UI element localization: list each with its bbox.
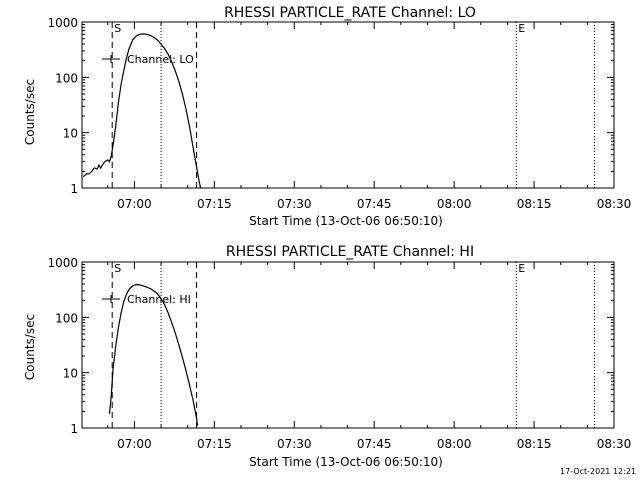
x-tick-label: 08:30 bbox=[597, 437, 632, 451]
x-tick-label: 08:15 bbox=[517, 437, 552, 451]
plot-area: 07:00 07:15 07:30 07:45 08:00 08:15 08:30 1 10 10… bbox=[47, 256, 631, 451]
x-tick-label: 08:00 bbox=[437, 437, 472, 451]
y-tick-label: 10 bbox=[63, 127, 78, 141]
time-marker-label: S bbox=[114, 22, 121, 35]
x-tick-label: 07:00 bbox=[117, 197, 152, 211]
y-axis-label: Counts/sec bbox=[23, 314, 37, 380]
y-tick-label: 1 bbox=[70, 422, 78, 436]
y-tick-label: 100 bbox=[55, 311, 78, 325]
time-marker-label: E bbox=[518, 262, 525, 275]
x-tick-label: 07:30 bbox=[277, 197, 312, 211]
chart-panel-lo: RHESSI PARTICLE_RATE Channel: LO Counts/… bbox=[23, 5, 631, 228]
x-axis-label: Start Time (13-Oct-06 06:50:10) bbox=[249, 214, 443, 228]
x-tick-label: 08:15 bbox=[517, 197, 552, 211]
x-tick-label: 07:45 bbox=[357, 197, 392, 211]
legend-label: Channel: LO bbox=[127, 53, 194, 66]
chart-panel-hi: RHESSI PARTICLE_RATE Channel: HI Counts/… bbox=[23, 244, 631, 469]
x-axis-label: Start Time (13-Oct-06 06:50:10) bbox=[249, 455, 443, 469]
x-tick-label: 07:00 bbox=[117, 437, 152, 451]
y-tick-label: 1000 bbox=[47, 16, 78, 30]
chart-title: RHESSI PARTICLE_RATE Channel: HI bbox=[226, 244, 474, 260]
y-tick-label: 1 bbox=[70, 182, 78, 196]
x-tick-label: 07:15 bbox=[197, 197, 232, 211]
chart-title: RHESSI PARTICLE_RATE Channel: LO bbox=[224, 5, 476, 21]
y-axis-label: Counts/sec bbox=[23, 79, 37, 145]
series-line bbox=[82, 33, 202, 189]
y-tick-label: 10 bbox=[63, 367, 78, 381]
time-marker-label: E bbox=[518, 22, 525, 35]
series-line bbox=[108, 283, 199, 426]
footer-timestamp: 17-Oct-2021 12:21 bbox=[560, 467, 636, 476]
x-tick-label: 07:45 bbox=[357, 437, 392, 451]
x-tick-label: 07:30 bbox=[277, 437, 312, 451]
y-tick-label: 100 bbox=[55, 71, 78, 85]
y-tick-label: 1000 bbox=[47, 256, 78, 270]
plot-area: 07:00 07:15 07:30 07:45 08:00 08:15 08:30 1 10 10… bbox=[47, 16, 631, 211]
legend-label: Channel: HI bbox=[127, 293, 191, 306]
x-tick-label: 08:30 bbox=[597, 197, 632, 211]
time-marker-label: S bbox=[114, 262, 121, 275]
x-tick-label: 08:00 bbox=[437, 197, 472, 211]
x-tick-label: 07:15 bbox=[197, 437, 232, 451]
